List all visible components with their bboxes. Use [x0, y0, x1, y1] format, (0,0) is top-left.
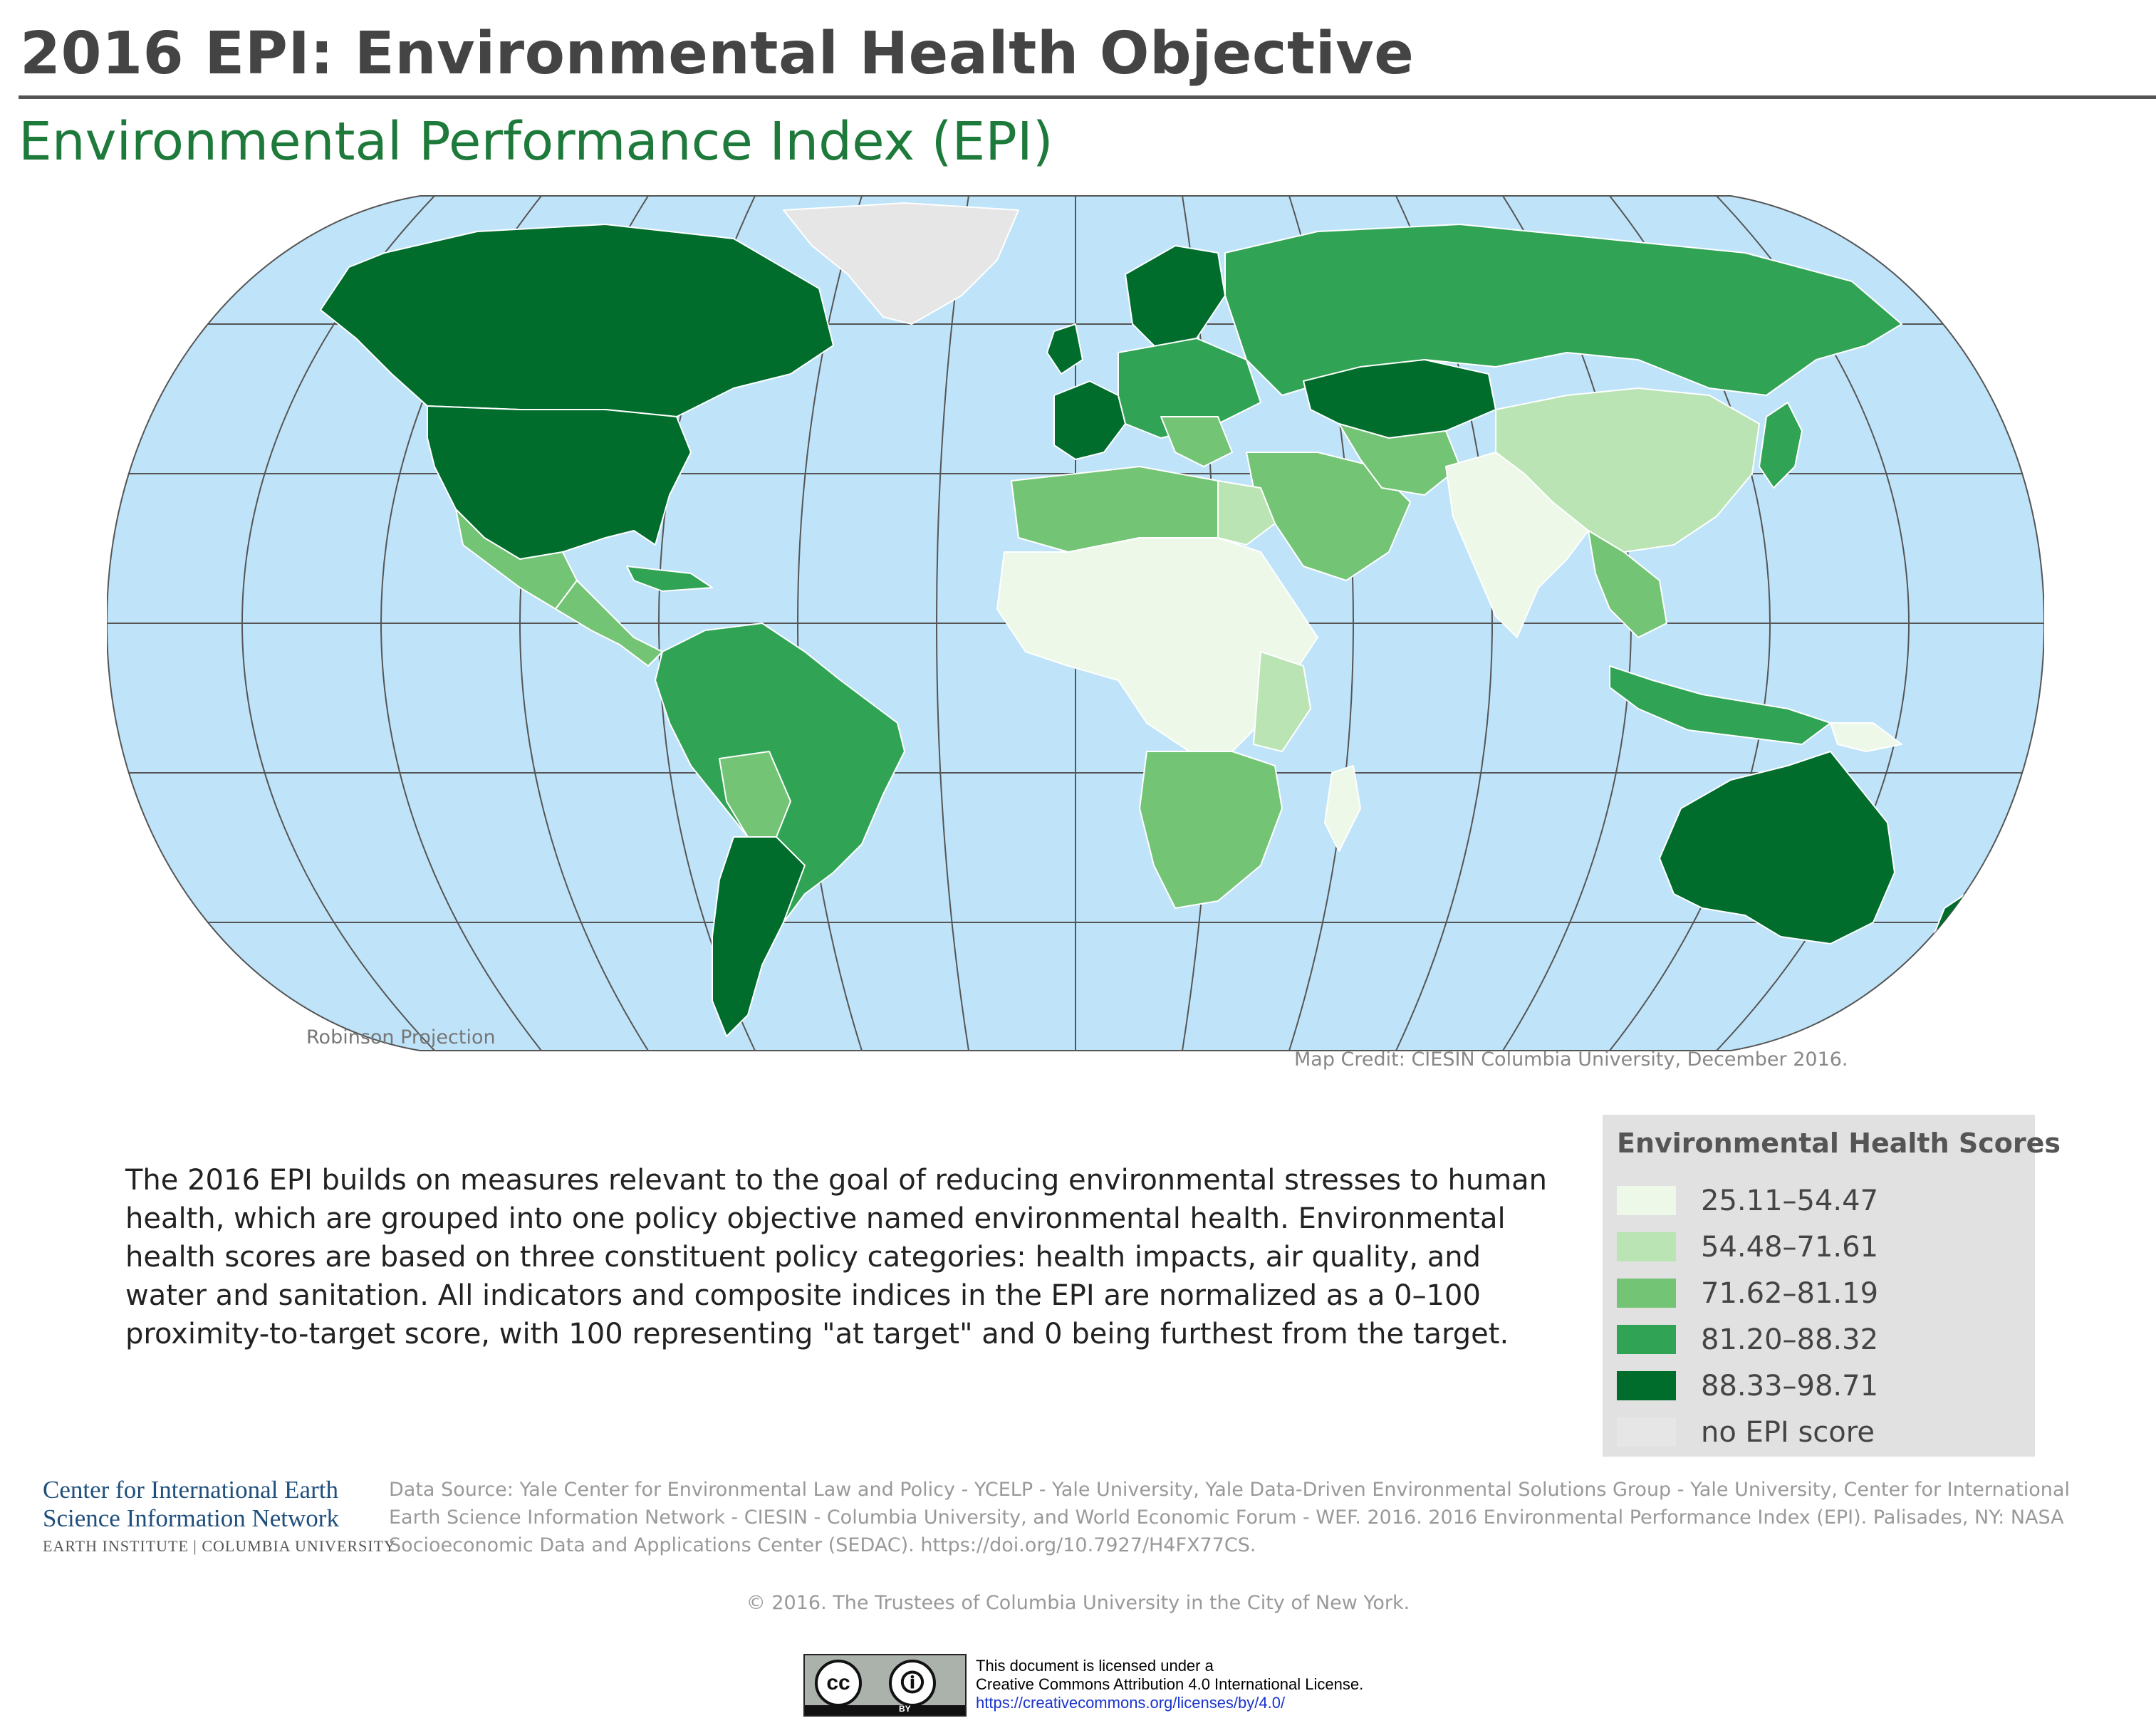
license-line-2: Creative Commons Attribution 4.0 Interna… [976, 1675, 1364, 1693]
region-uk [1046, 323, 1083, 375]
description-paragraph: The 2016 EPI builds on measures relevant… [125, 1164, 1548, 1350]
legend-swatch [1617, 1232, 1676, 1261]
region-india [1445, 452, 1589, 638]
legend-label: 88.33–98.71 [1701, 1370, 1879, 1402]
ciesin-logo: Center for International Earth Science I… [43, 1476, 396, 1556]
person-icon: 🛈 [889, 1660, 936, 1707]
region-western-europe [1053, 380, 1126, 460]
license-text: This document is licensed under a Creati… [976, 1657, 1363, 1712]
world-map: Robinson Projection [107, 195, 2044, 1051]
badge-by-label: BY [899, 1704, 911, 1714]
map-subtitle: Environmental Performance Index (EPI) [19, 111, 1053, 172]
legend-swatch [1617, 1371, 1676, 1400]
legend-label: no EPI score [1701, 1416, 1875, 1449]
region-egypt [1217, 480, 1276, 546]
region-greenland [783, 202, 1019, 325]
region-russia [1224, 224, 1902, 396]
region-balkans [1160, 416, 1233, 467]
badge-strip: BY [805, 1704, 965, 1715]
land-regions [320, 202, 1974, 1037]
logo-line-3: EARTH INSTITUTE | COLUMBIA UNIVERSITY [43, 1537, 396, 1555]
region-australia [1659, 751, 1895, 944]
projection-label: Robinson Projection [306, 1026, 496, 1048]
region-east-africa [1253, 651, 1311, 752]
region-central-asia [1338, 423, 1461, 496]
map-title: 2016 EPI: Environmental Health Objective [20, 20, 1415, 88]
region-indonesia [1609, 665, 1831, 745]
legend-label: 81.20–88.32 [1701, 1323, 1879, 1356]
legend-label: 71.62–81.19 [1701, 1277, 1879, 1310]
legend-box: Environmental Health Scores 25.11–54.47 … [1603, 1115, 2061, 1457]
title-divider [19, 95, 2156, 99]
legend-swatch [1617, 1186, 1676, 1215]
data-source: Data Source: Yale Center for Environment… [389, 1479, 2070, 1556]
legend-swatch [1617, 1417, 1676, 1447]
region-south-america-north [655, 623, 905, 923]
region-kazakhstan [1303, 359, 1496, 439]
legend-title: Environmental Health Scores [1617, 1128, 2061, 1159]
copyright: © 2016. The Trustees of Columbia Univers… [746, 1592, 1410, 1614]
region-southern-africa [1139, 751, 1283, 909]
logo-line-2: Science Information Network [43, 1504, 339, 1532]
legend-label: 54.48–71.61 [1701, 1231, 1879, 1264]
cc-icon: cc [815, 1660, 862, 1707]
region-japan [1759, 402, 1803, 489]
legend-swatch [1617, 1279, 1676, 1308]
region-caribbean [626, 566, 713, 592]
cc-license-badge[interactable]: cc 🛈 BY [803, 1654, 967, 1717]
region-scandinavia [1125, 245, 1226, 353]
license-link[interactable]: https://creativecommons.org/licenses/by/… [976, 1694, 1286, 1712]
region-argentina-chile [712, 836, 806, 1037]
map-credit: Map Credit: CIESIN Columbia University, … [1294, 1048, 1848, 1071]
region-madagascar [1324, 765, 1361, 852]
region-papua [1830, 722, 1902, 752]
region-united-states [427, 405, 692, 560]
license-line-1: This document is licensed under a [976, 1657, 1214, 1675]
legend-label: 25.11–54.47 [1701, 1185, 1879, 1217]
legend-swatch [1617, 1325, 1676, 1354]
region-southeast-asia [1588, 530, 1667, 638]
logo-line-1: Center for International Earth [43, 1476, 338, 1504]
